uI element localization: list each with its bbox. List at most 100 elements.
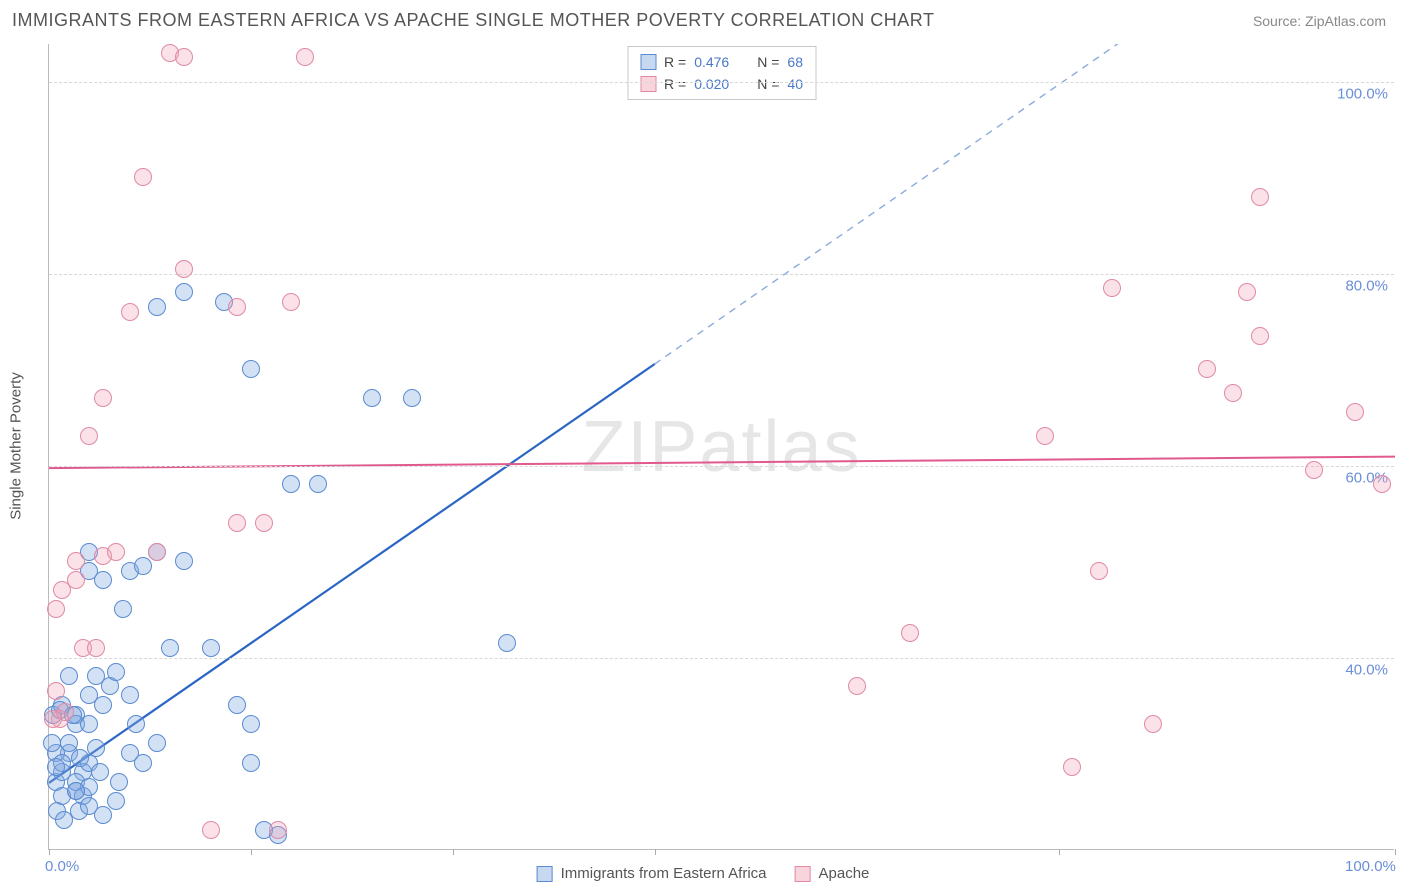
data-point — [47, 758, 65, 776]
data-point — [43, 734, 61, 752]
x-tick — [49, 849, 50, 855]
data-point — [175, 260, 193, 278]
data-point — [94, 806, 112, 824]
data-point — [202, 821, 220, 839]
data-point — [363, 389, 381, 407]
chart-area: ZIPatlas R =0.476N =68R =0.020N =40 40.0… — [48, 44, 1394, 850]
y-tick-label: 80.0% — [1345, 278, 1388, 295]
legend-n-key: N = — [757, 51, 779, 73]
data-point — [403, 389, 421, 407]
source-name: ZipAtlas.com — [1305, 13, 1386, 29]
data-point — [1036, 427, 1054, 445]
data-point — [228, 696, 246, 714]
x-tick — [1395, 849, 1396, 855]
data-point — [127, 715, 145, 733]
data-point — [282, 293, 300, 311]
legend-r-key: R = — [664, 73, 686, 95]
data-point — [107, 543, 125, 561]
gridline-y — [49, 466, 1394, 467]
data-point — [242, 754, 260, 772]
data-point — [91, 763, 109, 781]
legend-r-key: R = — [664, 51, 686, 73]
data-point — [44, 710, 62, 728]
legend-row: R = 0.476 N = 68 — [640, 51, 803, 73]
data-point — [80, 715, 98, 733]
data-point — [175, 48, 193, 66]
data-point — [1346, 403, 1364, 421]
data-point — [242, 360, 260, 378]
data-point — [901, 624, 919, 642]
y-tick-label: 40.0% — [1345, 662, 1388, 679]
data-point — [1090, 562, 1108, 580]
legend-swatch — [537, 866, 553, 882]
plot-surface: ZIPatlas R =0.476N =68R =0.020N =40 40.0… — [48, 44, 1394, 850]
data-point — [110, 773, 128, 791]
gridline-y — [49, 82, 1394, 83]
data-point — [67, 571, 85, 589]
x-tick-label: 100.0% — [1345, 858, 1396, 875]
x-tick — [251, 849, 252, 855]
data-point — [94, 389, 112, 407]
data-point — [94, 571, 112, 589]
data-point — [87, 739, 105, 757]
data-point — [148, 734, 166, 752]
gridline-y — [49, 274, 1394, 275]
data-point — [228, 514, 246, 532]
series-name: Apache — [819, 865, 870, 882]
data-point — [175, 283, 193, 301]
x-tick — [453, 849, 454, 855]
data-point — [148, 298, 166, 316]
data-point — [255, 514, 273, 532]
data-point — [60, 667, 78, 685]
data-point — [1198, 360, 1216, 378]
chart-title: IMMIGRANTS FROM EASTERN AFRICA VS APACHE… — [12, 10, 934, 31]
legend-row: R =0.020N =40 — [640, 73, 803, 95]
source-prefix: Source: — [1253, 13, 1305, 29]
data-point — [1144, 715, 1162, 733]
data-point — [1063, 758, 1081, 776]
x-tick — [655, 849, 656, 855]
data-point — [47, 682, 65, 700]
data-point — [848, 677, 866, 695]
data-point — [242, 715, 260, 733]
data-point — [269, 821, 287, 839]
data-point — [1103, 279, 1121, 297]
legend-n-key: N = — [757, 73, 779, 95]
data-point — [80, 427, 98, 445]
data-point — [296, 48, 314, 66]
y-axis-title: Single Mother Poverty — [8, 372, 25, 520]
x-tick-label: 0.0% — [45, 858, 79, 875]
data-point — [67, 782, 85, 800]
data-point — [87, 667, 105, 685]
x-tick — [1059, 849, 1060, 855]
data-point — [114, 600, 132, 618]
legend-r-value: 0.476 — [694, 51, 729, 73]
legend-swatch — [640, 54, 656, 70]
data-point — [67, 552, 85, 570]
series-legend-item: Immigrants from Eastern Africa — [537, 865, 767, 882]
gridline-y — [49, 658, 1394, 659]
data-point — [175, 552, 193, 570]
data-point — [121, 303, 139, 321]
correlation-legend: R =0.476N =68R =0.020N =40 — [627, 46, 816, 100]
data-point — [134, 168, 152, 186]
data-point — [94, 696, 112, 714]
data-point — [148, 543, 166, 561]
data-point — [107, 663, 125, 681]
series-legend: Immigrants from Eastern Africa Apache — [537, 865, 870, 882]
data-point — [228, 298, 246, 316]
data-point — [87, 639, 105, 657]
series-name: Immigrants from Eastern Africa — [561, 865, 767, 882]
data-point — [47, 600, 65, 618]
data-point — [498, 634, 516, 652]
data-point — [282, 475, 300, 493]
series-legend-item: Apache — [795, 865, 870, 882]
source-label: Source: ZipAtlas.com — [1253, 13, 1386, 29]
legend-swatch — [795, 866, 811, 882]
data-point — [1251, 188, 1269, 206]
data-point — [1305, 461, 1323, 479]
data-point — [202, 639, 220, 657]
legend-n-value: 68 — [787, 51, 803, 73]
legend-n-value: 40 — [787, 73, 803, 95]
data-point — [1238, 283, 1256, 301]
